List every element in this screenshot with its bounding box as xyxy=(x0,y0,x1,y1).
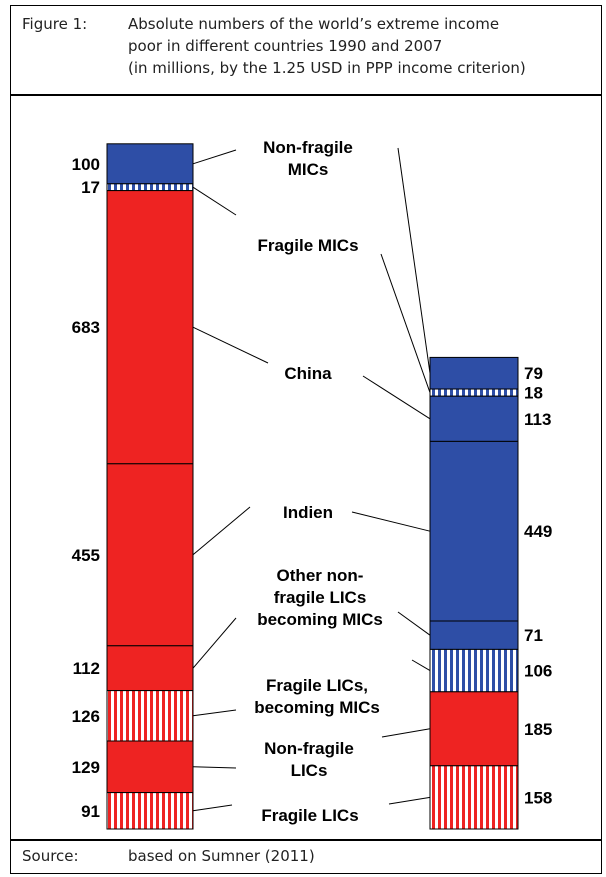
bar-segment-1990-non-fragile-mics xyxy=(106,143,194,185)
value-label-1990-fragile-lics: 91 xyxy=(81,802,100,821)
value-label-1990-fragile-mics: 17 xyxy=(81,178,100,197)
value-label-2007-fragile-lics: 158 xyxy=(524,788,552,807)
figure-header: Figure 1: Absolute numbers of the world’… xyxy=(11,6,601,96)
bar-segment-1990-fragile-lics xyxy=(106,792,194,830)
bars-layer xyxy=(106,143,519,830)
value-label-1990-non-fragile-lics: 129 xyxy=(72,758,100,777)
bar-segment-2007-fragile-lics-becoming-mics xyxy=(429,648,519,693)
legend-label-non-fragile-mics: MICs xyxy=(288,160,329,179)
legend-label-indien: Indien xyxy=(283,503,333,522)
leader-line-2007-fragile-lics-becoming-mics xyxy=(411,659,431,672)
value-label-1990-fragile-lics-becoming-mics: 126 xyxy=(72,707,100,726)
legend-label-non-fragile-mics: Non-fragile xyxy=(263,138,353,157)
figure-footer: Source: based on Sumner (2011) xyxy=(11,839,601,873)
legend-label-other-non-fragile-lics-becoming-mics: fragile LICs xyxy=(274,588,367,607)
bar-segment-1990-fragile-mics xyxy=(106,183,194,192)
bar-segment-1990-indien xyxy=(106,463,194,647)
leader-line-1990-other-non-fragile-lics-becoming-mics xyxy=(192,617,237,669)
figure-title-line: Absolute numbers of the world’s extreme … xyxy=(128,15,500,33)
bar-segment-1990-other-non-fragile-lics-becoming-mics xyxy=(106,645,194,692)
value-label-2007-fragile-mics: 18 xyxy=(524,384,543,403)
leader-line-1990-non-fragile-mics xyxy=(192,149,237,165)
legend-label-non-fragile-lics: Non-fragile xyxy=(264,739,354,758)
value-label-2007-china: 113 xyxy=(524,410,551,429)
bar-segment-1990-fragile-lics-becoming-mics xyxy=(106,690,194,742)
leader-line-1990-indien xyxy=(192,506,251,556)
bar-segment-2007-china xyxy=(429,395,519,442)
leader-line-2007-indien xyxy=(351,511,431,532)
bar-segment-1990-non-fragile-lics xyxy=(106,740,194,794)
bar-segment-2007-non-fragile-mics xyxy=(429,356,519,390)
bar-segment-2007-indien xyxy=(429,440,519,622)
legend-label-fragile-lics-becoming-mics: becoming MICs xyxy=(254,698,380,717)
value-label-2007-fragile-lics-becoming-mics: 106 xyxy=(524,662,552,681)
bar-segment-1990-china xyxy=(106,190,194,465)
bar-segment-2007-fragile-mics xyxy=(429,388,519,397)
leader-line-2007-non-fragile-lics xyxy=(381,728,431,738)
legend-label-other-non-fragile-lics-becoming-mics: Other non- xyxy=(277,566,364,585)
bar-segment-2007-non-fragile-lics xyxy=(429,691,519,767)
figure-frame: Figure 1: Absolute numbers of the world’… xyxy=(10,5,602,874)
leader-line-2007-other-non-fragile-lics-becoming-mics xyxy=(397,611,431,636)
bar-segment-2007-fragile-lics xyxy=(429,765,519,830)
leader-line-2007-fragile-mics xyxy=(380,253,431,393)
source-label: Source: xyxy=(22,847,79,865)
value-label-2007-indien: 449 xyxy=(524,522,552,541)
value-label-1990-non-fragile-mics: 100 xyxy=(72,155,100,174)
bar-segment-2007-other-non-fragile-lics-becoming-mics xyxy=(429,620,519,650)
value-label-2007-other-non-fragile-lics-becoming-mics: 71 xyxy=(524,626,543,645)
value-label-1990-other-non-fragile-lics-becoming-mics: 112 xyxy=(73,659,100,678)
value-label-1990-indien: 455 xyxy=(72,546,100,565)
legend-label-non-fragile-lics: LICs xyxy=(291,761,328,780)
leader-line-2007-fragile-lics xyxy=(388,796,431,805)
figure-title-line: (in millions, by the 1.25 USD in PPP inc… xyxy=(128,59,526,77)
leader-line-1990-non-fragile-lics xyxy=(192,766,237,769)
legend-label-fragile-lics-becoming-mics: Fragile LICs, xyxy=(266,676,368,695)
legend-label-fragile-mics: Fragile MICs xyxy=(257,236,358,255)
leader-line-1990-fragile-lics-becoming-mics xyxy=(192,709,237,717)
leader-line-1990-china xyxy=(192,326,269,364)
leader-line-2007-china xyxy=(362,375,431,420)
value-label-2007-non-fragile-mics: 79 xyxy=(524,364,543,383)
value-label-1990-china: 683 xyxy=(72,318,100,337)
source-text: based on Sumner (2011) xyxy=(128,847,315,865)
leader-line-1990-fragile-lics xyxy=(192,804,233,812)
leader-line-2007-non-fragile-mics xyxy=(397,147,431,374)
leader-lines-layer xyxy=(192,147,431,812)
legend-label-other-non-fragile-lics-becoming-mics: becoming MICs xyxy=(257,610,383,629)
figure-title-line: poor in different countries 1990 and 200… xyxy=(128,37,443,55)
legend-label-fragile-lics: Fragile LICs xyxy=(261,806,358,825)
figure-title: Absolute numbers of the world’s extreme … xyxy=(128,13,598,79)
figure-label: Figure 1: xyxy=(22,15,88,33)
leader-line-1990-fragile-mics xyxy=(192,186,237,216)
legend-label-china: China xyxy=(284,364,332,383)
value-label-2007-non-fragile-lics: 185 xyxy=(524,720,552,739)
